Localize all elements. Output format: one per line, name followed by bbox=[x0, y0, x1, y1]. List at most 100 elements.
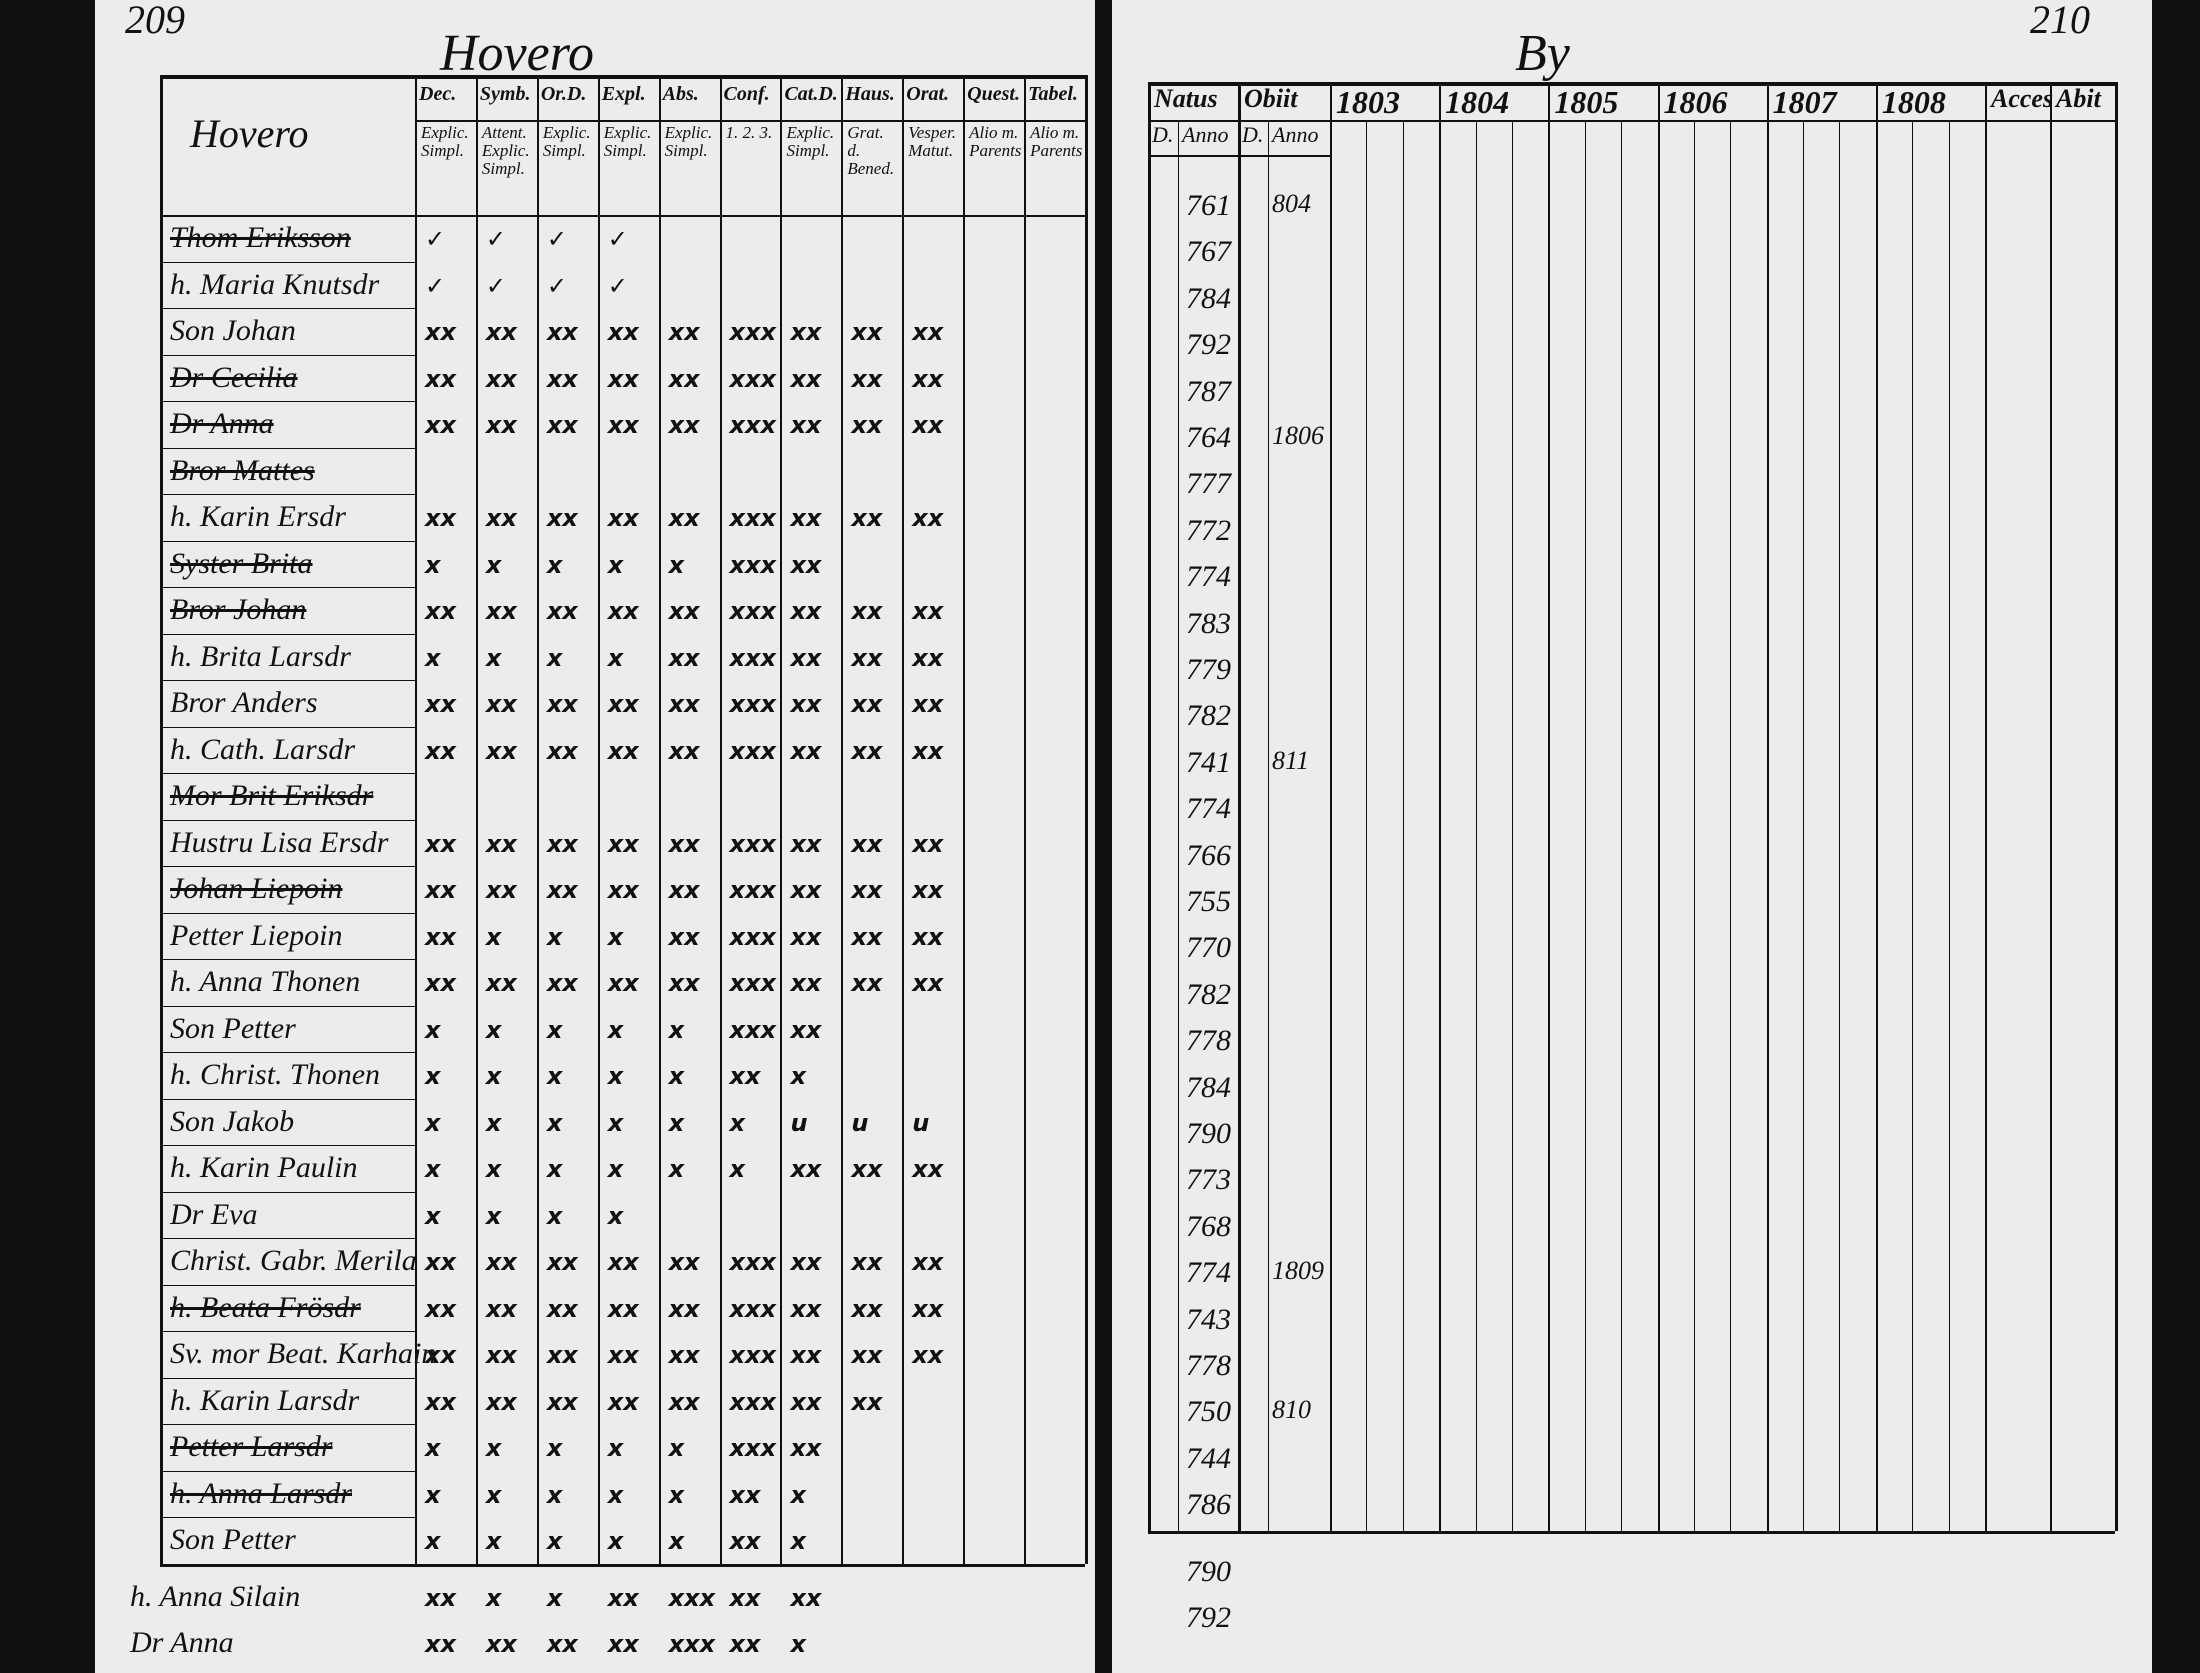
record-mark: xx bbox=[668, 411, 700, 439]
person-name: Petter Liepoin bbox=[170, 918, 343, 952]
column-subheading: Attent. Explic. Simpl. bbox=[481, 123, 530, 178]
rule bbox=[1024, 75, 1027, 1564]
rule bbox=[415, 75, 417, 1564]
record-mark: x bbox=[485, 643, 502, 672]
rule bbox=[597, 75, 600, 1564]
record-mark: xx bbox=[546, 318, 578, 346]
column-subheading: Explic. Simpl. bbox=[542, 123, 591, 160]
record-mark: x bbox=[425, 1062, 441, 1090]
column-subheading: 1. 2. 3. bbox=[725, 123, 773, 142]
rule bbox=[1621, 120, 1623, 1531]
rule bbox=[1584, 120, 1586, 1531]
record-mark: xx bbox=[912, 504, 944, 532]
record-mark: xx bbox=[790, 504, 822, 532]
record-mark: xx bbox=[546, 876, 578, 904]
record-mark: xx bbox=[485, 969, 517, 997]
birth-year: 792 bbox=[1186, 328, 1231, 362]
record-mark: xx bbox=[485, 318, 517, 346]
birth-year: 782 bbox=[1186, 699, 1231, 733]
record-mark: xxx bbox=[729, 829, 776, 858]
birth-year: 744 bbox=[1186, 1441, 1231, 1475]
record-mark: xx bbox=[607, 1341, 639, 1369]
rule bbox=[160, 401, 415, 402]
rule bbox=[1548, 82, 1551, 1531]
record-mark: xxx bbox=[729, 1248, 776, 1276]
birth-year: 783 bbox=[1186, 606, 1231, 640]
column-heading: Expl. bbox=[601, 83, 646, 105]
rule bbox=[1730, 120, 1732, 1531]
record-mark: xx bbox=[790, 922, 822, 951]
rule bbox=[1985, 82, 1987, 1531]
record-mark: xx bbox=[425, 1294, 456, 1323]
rule bbox=[160, 1470, 415, 1472]
record-mark: xx bbox=[425, 969, 456, 997]
column-heading: Obiit bbox=[1244, 84, 1298, 113]
column-heading: Symb. bbox=[479, 83, 531, 105]
record-mark: xx bbox=[668, 969, 700, 997]
record-mark: xx bbox=[546, 1387, 578, 1416]
rule bbox=[160, 354, 415, 356]
rule bbox=[160, 308, 415, 309]
person-name: h. Anna Thonen bbox=[170, 965, 361, 998]
rule bbox=[160, 1331, 415, 1332]
person-name: Sv. mor Beat. Karhain bbox=[170, 1337, 437, 1370]
birth-year: 779 bbox=[1186, 653, 1231, 686]
record-mark: x bbox=[607, 1108, 624, 1137]
column-heading: 1803 bbox=[1336, 84, 1400, 120]
record-mark: xxx bbox=[729, 922, 776, 951]
record-mark: xxx bbox=[729, 504, 776, 532]
birth-year: 790 bbox=[1186, 1117, 1231, 1150]
record-mark: xx bbox=[790, 597, 822, 625]
record-mark: xx bbox=[851, 504, 883, 532]
record-mark: xxx bbox=[729, 411, 776, 439]
rule bbox=[160, 1563, 415, 1565]
rule bbox=[160, 866, 415, 867]
page-number: 209 bbox=[125, 0, 185, 42]
rule bbox=[1693, 120, 1695, 1531]
record-mark: x bbox=[546, 1201, 563, 1230]
rule bbox=[1148, 82, 2115, 86]
person-name: Son Johan bbox=[170, 314, 296, 347]
record-mark: xx bbox=[485, 1630, 517, 1658]
record-mark: xx bbox=[668, 1387, 700, 1416]
rule bbox=[1148, 82, 1151, 1531]
record-mark: x bbox=[546, 1015, 563, 1044]
record-mark: x bbox=[425, 1108, 441, 1137]
record-mark: xx bbox=[790, 643, 822, 672]
record-mark: x bbox=[607, 1527, 624, 1555]
record-mark: x bbox=[546, 550, 563, 579]
record-mark: xx bbox=[912, 643, 944, 672]
birth-year: 741 bbox=[1186, 745, 1231, 779]
rule bbox=[1657, 82, 1660, 1531]
record-mark: xx bbox=[607, 736, 639, 765]
rule bbox=[160, 1563, 1085, 1567]
record-mark: xx bbox=[668, 597, 700, 625]
person-name: Christ. Gabr. Merila bbox=[170, 1244, 417, 1277]
record-mark: xx bbox=[790, 736, 822, 765]
rule bbox=[160, 75, 163, 1564]
record-mark: xx bbox=[607, 318, 639, 346]
birth-year: 768 bbox=[1186, 1209, 1231, 1243]
column-subheading: Alio m. Parents bbox=[1030, 123, 1083, 160]
birth-year: 774 bbox=[1186, 1256, 1231, 1290]
record-mark: xx bbox=[425, 690, 456, 718]
record-mark: xx bbox=[546, 504, 578, 532]
record-mark: xx bbox=[668, 922, 700, 951]
column-heading: Abs. bbox=[662, 83, 699, 105]
record-mark: xx bbox=[912, 364, 944, 393]
record-mark: x bbox=[485, 1015, 502, 1044]
record-mark: xx bbox=[425, 1630, 456, 1658]
rule bbox=[658, 75, 661, 1564]
record-mark: x bbox=[668, 1527, 685, 1555]
birth-year: 766 bbox=[1186, 838, 1231, 872]
record-mark: xx bbox=[851, 643, 883, 672]
record-mark: xx bbox=[790, 550, 822, 579]
birth-year: 774 bbox=[1186, 560, 1231, 594]
record-mark: xx bbox=[912, 969, 944, 997]
record-mark: xx bbox=[912, 1155, 944, 1183]
person-name: Bror Mattes bbox=[170, 453, 315, 487]
record-mark: xx bbox=[851, 829, 883, 858]
record-mark: xx bbox=[729, 1630, 761, 1658]
page-title: By bbox=[1515, 25, 1570, 82]
record-mark: x bbox=[425, 1480, 441, 1509]
